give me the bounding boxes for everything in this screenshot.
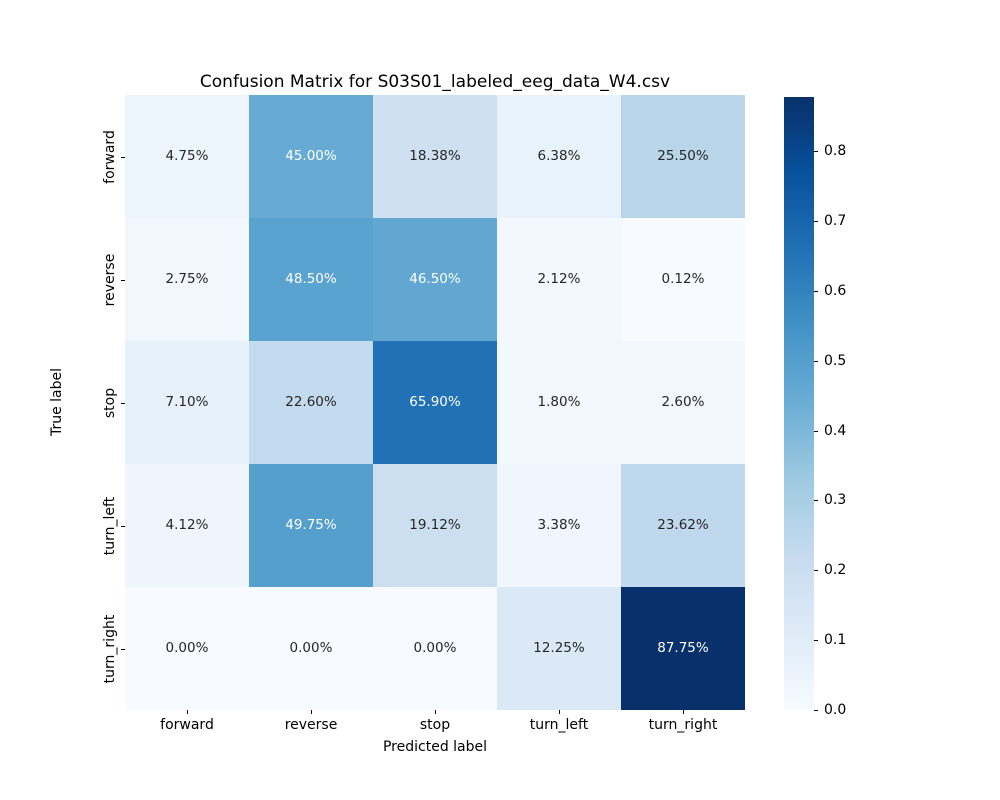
heatmap-cell: 46.50% <box>373 218 497 341</box>
y-tick-mark <box>121 156 125 158</box>
colorbar-tick-label: 0.6 <box>824 282 847 299</box>
x-tick-label: forward <box>160 717 214 733</box>
x-tick-mark <box>187 710 188 714</box>
cell-value: 4.12% <box>165 516 209 533</box>
colorbar-tick-label: 0.5 <box>824 352 847 369</box>
heatmap-cell: 3.38% <box>497 464 621 587</box>
x-tick-mark <box>683 710 684 714</box>
colorbar-tick-mark <box>814 151 818 153</box>
cell-value: 22.60% <box>285 393 337 410</box>
colorbar-tick-label: 0.2 <box>824 562 847 579</box>
x-tick-label: turn_left <box>529 717 589 733</box>
heatmap-cell: 0.00% <box>125 587 249 710</box>
colorbar-tick-mark <box>814 220 818 222</box>
cell-value: 0.00% <box>413 639 457 656</box>
colorbar-tick-mark <box>814 710 818 711</box>
cell-value: 19.12% <box>409 516 461 533</box>
heatmap-cell: 48.50% <box>249 218 373 341</box>
heatmap-cell: 25.50% <box>621 95 745 218</box>
x-tick-mark <box>559 710 560 714</box>
colorbar-tick-label: 0.3 <box>824 492 847 509</box>
heatmap-cell: 45.00% <box>249 95 373 218</box>
y-tick-mark <box>121 525 125 527</box>
heatmap-cell: 4.75% <box>125 95 249 218</box>
heatmap-cell: 87.75% <box>621 587 745 710</box>
heatmap-cell: 4.12% <box>125 464 249 587</box>
heatmap-cell: 49.75% <box>249 464 373 587</box>
y-tick-label: turn_right <box>102 614 118 683</box>
heatmap-cell: 18.38% <box>373 95 497 218</box>
y-tick-mark <box>121 648 125 650</box>
x-tick-mark <box>311 710 312 714</box>
cell-value: 48.50% <box>285 270 337 287</box>
x-tick-mark <box>435 710 436 714</box>
colorbar-tick-label: 0.0 <box>824 702 847 718</box>
colorbar-tick-mark <box>814 430 818 432</box>
cell-value: 87.75% <box>657 639 709 656</box>
heatmap-cell: 0.12% <box>621 218 745 341</box>
heatmap-cell: 22.60% <box>249 341 373 464</box>
heatmap-cell: 0.00% <box>249 587 373 710</box>
y-axis-label: True label <box>49 367 65 437</box>
cell-value: 25.50% <box>657 147 709 164</box>
cell-value: 0.00% <box>289 639 333 656</box>
heatmap-cell: 23.62% <box>621 464 745 587</box>
y-tick-label: reverse <box>102 253 118 306</box>
y-tick-label: forward <box>102 129 118 184</box>
x-axis-label: Predicted label <box>382 739 488 755</box>
colorbar-tick-mark <box>814 570 818 572</box>
heatmap-cell: 2.12% <box>497 218 621 341</box>
y-tick-mark <box>121 402 125 404</box>
cell-value: 2.12% <box>537 270 581 287</box>
colorbar-tick-mark <box>814 500 818 502</box>
cell-value: 0.12% <box>661 270 705 287</box>
x-tick-label: reverse <box>284 717 338 733</box>
cell-value: 12.25% <box>533 639 585 656</box>
colorbar-tick-mark <box>814 360 818 362</box>
x-tick-label: stop <box>419 717 451 733</box>
cell-value: 7.10% <box>165 393 209 410</box>
cell-value: 3.38% <box>537 516 581 533</box>
colorbar-tick-mark <box>814 640 818 642</box>
cell-value: 65.90% <box>409 393 461 410</box>
cell-value: 45.00% <box>285 147 337 164</box>
heatmap-cell: 0.00% <box>373 587 497 710</box>
colorbar-tick-mark <box>814 290 818 292</box>
heatmap-cell: 6.38% <box>497 95 621 218</box>
cell-value: 4.75% <box>165 147 209 164</box>
colorbar-tick-label: 0.1 <box>824 632 847 649</box>
heatmap-cell: 19.12% <box>373 464 497 587</box>
colorbar <box>784 97 814 710</box>
heatmap-cell: 65.90% <box>373 341 497 464</box>
chart-title: Confusion Matrix for S03S01_labeled_eeg_… <box>199 72 671 92</box>
y-tick-label: turn_left <box>102 496 118 555</box>
cell-value: 0.00% <box>165 639 209 656</box>
cell-value: 46.50% <box>409 270 461 287</box>
heatmap-cell: 7.10% <box>125 341 249 464</box>
y-tick-label: stop <box>102 387 118 418</box>
x-tick-label: turn_right <box>648 717 718 733</box>
colorbar-tick-label: 0.4 <box>824 422 847 439</box>
heatmap-cell: 1.80% <box>497 341 621 464</box>
cell-value: 2.75% <box>165 270 209 287</box>
heatmap-cell: 2.60% <box>621 341 745 464</box>
y-tick-mark <box>121 279 125 281</box>
cell-value: 6.38% <box>537 147 581 164</box>
colorbar-tick-label: 0.8 <box>824 143 847 160</box>
heatmap-cell: 2.75% <box>125 218 249 341</box>
cell-value: 1.80% <box>537 393 581 410</box>
heatmap-cell: 12.25% <box>497 587 621 710</box>
cell-value: 18.38% <box>409 147 461 164</box>
heatmap-grid: 4.75% 45.00% 18.38% 6.38% 25.50% 2.75% 48.50% 4… <box>125 95 745 710</box>
cell-value: 23.62% <box>657 516 709 533</box>
colorbar-tick-label: 0.7 <box>824 212 847 229</box>
cell-value: 49.75% <box>285 516 337 533</box>
cell-value: 2.60% <box>661 393 705 410</box>
